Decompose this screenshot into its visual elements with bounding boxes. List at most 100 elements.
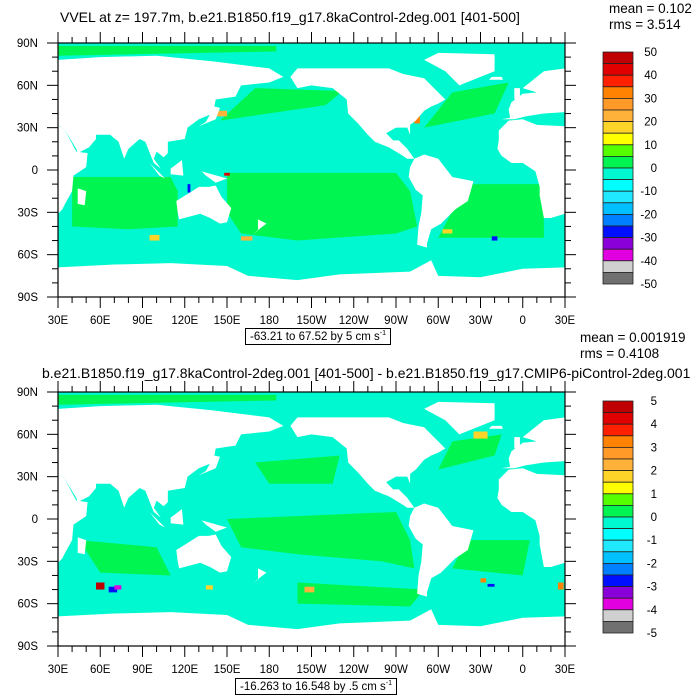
land-mask <box>176 534 232 573</box>
colorbar-swatch <box>602 271 634 285</box>
velocity-anomaly-patch <box>473 431 488 439</box>
positive-velocity-region <box>452 540 530 576</box>
lon-label: 60W <box>426 315 450 327</box>
plot2-mean: mean = 0.001919 <box>580 330 686 345</box>
lon-label: 0 <box>520 664 526 676</box>
colorbar-swatch <box>602 51 634 65</box>
colorbar-swatch <box>602 225 634 239</box>
land-mask <box>77 188 87 206</box>
velocity-anomaly-patch <box>241 236 253 241</box>
lat-label: 0 <box>32 514 38 526</box>
lon-label: 150W <box>296 664 326 676</box>
colorbar-label: 0 <box>651 512 657 524</box>
land-mask <box>58 260 565 297</box>
velocity-anomaly-patch <box>480 578 487 583</box>
colorbar-swatch <box>602 435 634 448</box>
colorbar-swatch <box>602 167 634 181</box>
lat-label: 30S <box>18 556 39 568</box>
lat-label: 60N <box>17 429 38 441</box>
colorbar-label: 30 <box>644 93 657 105</box>
colorbar-swatch <box>602 202 634 215</box>
land-mask <box>58 126 88 214</box>
lat-label: 90N <box>17 387 38 399</box>
land-mask <box>290 68 446 159</box>
lon-label: 150E <box>214 315 241 327</box>
lon-label: 30W <box>469 315 493 327</box>
lon-label: 120W <box>339 315 369 327</box>
plot1-title: VVEL at z= 197.7m, b.e21.B1850.f19_g17.8… <box>60 9 520 25</box>
velocity-anomaly-patch <box>224 172 230 176</box>
colorbar-swatch <box>602 563 634 576</box>
velocity-anomaly-patch <box>108 586 118 593</box>
colorbar-label: -20 <box>640 209 657 221</box>
land-mask <box>501 417 565 469</box>
lon-label: 60W <box>426 664 450 676</box>
lon-label: 60E <box>90 664 111 676</box>
lon-label: 30E <box>555 315 576 327</box>
land-mask <box>58 475 88 563</box>
velocity-anomaly-patch <box>149 234 160 241</box>
colorbar-label: -50 <box>640 279 657 291</box>
colorbar-label: 1 <box>651 489 657 501</box>
positive-velocity-region <box>72 177 178 230</box>
positive-velocity-region <box>227 172 418 241</box>
lon-label: 180 <box>260 664 279 676</box>
lon-label: 120E <box>171 315 198 327</box>
lat-label: 30S <box>18 207 39 219</box>
colorbar-label: 3 <box>651 442 657 454</box>
colorbar-swatch <box>602 98 634 111</box>
plot2-contour-range: -16.263 to 16.548 by .5 cm s-1 <box>235 678 397 695</box>
velocity-anomaly-patch <box>557 582 564 590</box>
colorbar-swatch <box>602 63 634 76</box>
colorbar-swatch <box>602 237 634 250</box>
plot2-title: b.e21.B1850.f19_g17.8kaControl-2deg.001 … <box>42 365 691 381</box>
land-mask <box>201 520 227 532</box>
positive-velocity-region <box>438 434 502 470</box>
lon-label: 30E <box>48 315 69 327</box>
land-mask <box>198 106 220 127</box>
lon-label: 90W <box>384 664 408 676</box>
plot1-contour-range: -63.21 to 67.52 by 5 cm s-1 <box>245 328 392 345</box>
colorbar-label: 50 <box>644 47 657 59</box>
colorbar-swatch <box>602 609 634 622</box>
colorbar-label: 10 <box>644 140 657 152</box>
land-mask <box>252 568 267 584</box>
lon-label: 30E <box>48 664 69 676</box>
colorbar-label: 40 <box>644 70 657 82</box>
land-mask <box>58 55 284 169</box>
positive-velocity-region <box>58 45 277 56</box>
colorbar-label: -30 <box>640 233 657 245</box>
land-mask <box>497 468 565 567</box>
positive-velocity-region <box>227 511 415 569</box>
land-mask <box>58 404 284 518</box>
lon-label: 30W <box>469 664 493 676</box>
colorbar-swatch <box>602 423 634 437</box>
colorbar-swatch <box>602 551 634 564</box>
colorbar-swatch <box>602 597 634 611</box>
colorbar-label: -3 <box>647 582 657 594</box>
land-mask <box>149 162 166 179</box>
colorbar-swatch <box>602 516 634 530</box>
lon-label: 0 <box>520 315 526 327</box>
lat-label: 30N <box>17 472 38 484</box>
plot1-rms: rms = 3.514 <box>609 17 681 32</box>
colorbar-swatch <box>602 190 634 204</box>
lat-label: 30N <box>17 123 38 135</box>
lon-label: 90E <box>132 315 153 327</box>
colorbar-label: 0 <box>651 163 657 175</box>
velocity-anomaly-patch <box>96 582 105 590</box>
colorbar-label: -2 <box>647 558 657 570</box>
velocity-anomaly-patch <box>304 586 315 593</box>
land-mask <box>252 219 267 235</box>
land-mask <box>514 88 520 100</box>
plot2-map <box>58 392 565 646</box>
lat-label: 90N <box>17 38 38 50</box>
lon-label: 120E <box>171 664 198 676</box>
lat-label: 60N <box>17 80 38 92</box>
lon-label: 180 <box>260 315 279 327</box>
land-mask <box>77 537 87 555</box>
lat-label: 0 <box>32 165 38 177</box>
lon-label: 60E <box>90 315 111 327</box>
